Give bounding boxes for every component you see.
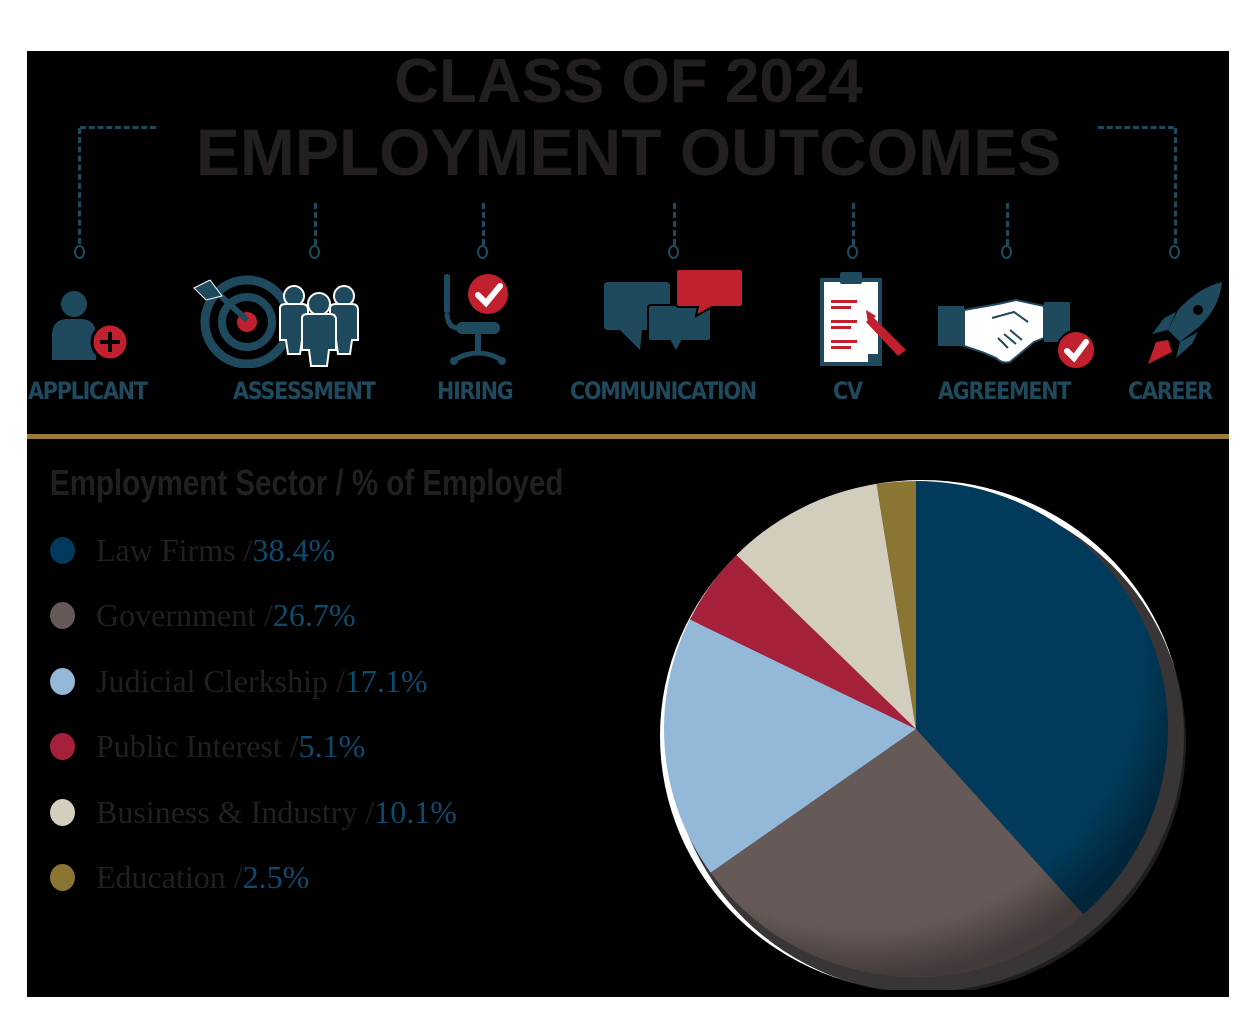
legend-title: Employment Sector / % of Employed <box>50 462 564 503</box>
clipboard-pencil-icon <box>820 272 906 366</box>
legend-swatch <box>50 601 75 629</box>
legend-value: 10.1% <box>374 793 457 830</box>
connector-agreement <box>1006 203 1009 245</box>
rocket-icon <box>1148 282 1222 364</box>
legend-swatch <box>50 667 75 695</box>
legend-label: Public Interest / <box>96 727 299 764</box>
connector-node <box>309 245 320 259</box>
step-label-assessment: ASSESSMENT <box>233 377 376 405</box>
pie-chart-svg <box>660 480 1186 994</box>
step-label-cv: CV <box>833 377 863 405</box>
legend-value: 5.1% <box>298 727 366 764</box>
title-line-1: CLASS OF 2024 <box>394 47 863 116</box>
legend-swatch <box>50 732 75 760</box>
step-label-applicant: APPLICANT <box>28 377 148 405</box>
user-plus-icon <box>52 291 130 362</box>
handshake-check-icon <box>938 298 1096 368</box>
pie-shading <box>664 481 1168 977</box>
chat-bubbles-icon <box>604 270 744 355</box>
connector-node <box>847 245 858 259</box>
connector-node <box>668 245 679 259</box>
legend-value: 26.7% <box>272 596 356 633</box>
legend-item-judicial-clerkship: Judicial Clerkship / 17.1% <box>50 661 428 701</box>
connector-assessment <box>314 203 317 245</box>
legend-item-education: Education / 2.5% <box>50 857 309 897</box>
pie-chart <box>650 470 1190 995</box>
legend-item-business-industry: Business & Industry / 10.1% <box>50 792 457 832</box>
legend-swatch <box>50 798 75 826</box>
connector-node <box>1001 245 1012 259</box>
legend-item-law-firms: Law Firms / 38.4% <box>50 530 335 570</box>
connector-hiring <box>482 203 485 245</box>
connector-cv <box>852 203 855 245</box>
legend-item-public-interest: Public Interest / 5.1% <box>50 726 365 766</box>
connector-top-left <box>80 126 156 129</box>
section-divider <box>27 434 1229 439</box>
legend-value: 38.4% <box>252 531 336 568</box>
connector-right-vertical <box>1174 128 1177 244</box>
legend-item-government: Government / 26.7% <box>50 595 356 635</box>
legend-label: Government / <box>96 596 273 633</box>
legend-label: Education / <box>96 858 243 895</box>
legend-swatch <box>50 863 75 891</box>
chair-check-icon <box>444 274 508 365</box>
legend-value: 17.1% <box>344 662 428 699</box>
step-label-hiring: HIRING <box>437 377 514 405</box>
legend-swatch <box>50 536 75 564</box>
step-label-communication: COMMUNICATION <box>570 377 757 405</box>
legend-label: Law Firms / <box>96 531 253 568</box>
step-label-agreement: AGREEMENT <box>938 377 1071 405</box>
title-line-2: EMPLOYMENT OUTCOMES <box>195 115 1062 189</box>
connector-communication <box>673 203 676 245</box>
legend-label: Business & Industry / <box>96 793 375 830</box>
connector-node <box>74 245 85 259</box>
target-team-icon <box>193 275 359 368</box>
connector-node <box>1169 245 1180 259</box>
connector-node <box>477 245 488 259</box>
connector-top-right <box>1098 126 1174 129</box>
step-label-career: CAREER <box>1128 377 1213 405</box>
connector-left-vertical <box>78 128 81 244</box>
legend-label: Judicial Clerkship / <box>96 662 345 699</box>
legend-value: 2.5% <box>242 858 310 895</box>
